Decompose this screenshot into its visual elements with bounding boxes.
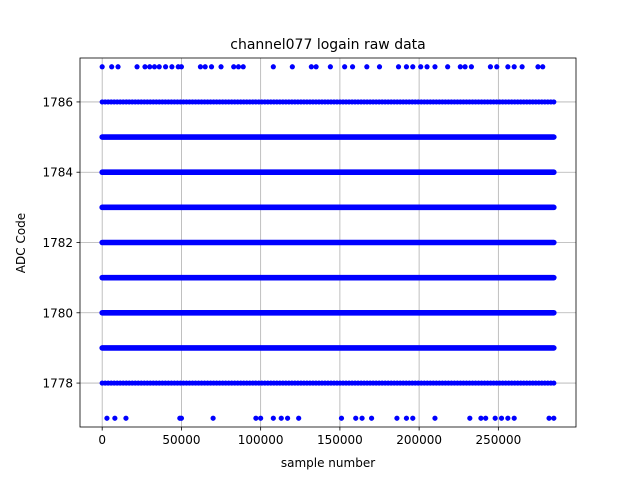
- data-point: [403, 64, 410, 70]
- y-tick-label: 1784: [42, 166, 73, 180]
- data-point: [313, 64, 319, 70]
- data-point: [511, 64, 517, 70]
- data-point: [338, 415, 345, 421]
- data-point: [284, 415, 291, 421]
- data-point: [169, 64, 175, 70]
- data-point: [410, 415, 416, 421]
- data-point: [270, 415, 276, 421]
- data-point: [270, 64, 276, 70]
- data-point: [218, 64, 224, 70]
- data-point: [123, 415, 129, 421]
- data-point: [418, 64, 424, 70]
- data-point: [151, 64, 158, 70]
- data-point: [240, 64, 246, 70]
- data-point: [364, 64, 370, 70]
- data-point: [410, 64, 416, 70]
- data-point: [424, 64, 430, 70]
- data-point: [115, 64, 121, 70]
- y-tick-label: 1782: [42, 236, 73, 250]
- data-point: [178, 415, 185, 421]
- data-point: [483, 415, 489, 421]
- data-point: [546, 415, 552, 421]
- data-point: [535, 64, 541, 70]
- data-point: [395, 64, 402, 70]
- data-point: [162, 64, 169, 70]
- x-tick-label: 150000: [317, 433, 363, 447]
- y-tick-label: 1778: [42, 377, 73, 391]
- data-point: [112, 415, 118, 421]
- data-point: [289, 64, 295, 70]
- data-point: [462, 64, 468, 70]
- data-point: [109, 64, 115, 70]
- data-point: [551, 99, 557, 105]
- x-axis-label: sample number: [281, 456, 375, 470]
- data-point: [505, 415, 511, 421]
- data-point: [498, 415, 505, 421]
- data-point: [403, 415, 410, 421]
- x-tick-label: 100000: [238, 433, 284, 447]
- data-point: [468, 64, 475, 70]
- y-tick-label: 1780: [42, 306, 73, 320]
- data-point: [432, 64, 438, 70]
- data-point: [540, 64, 546, 70]
- data-point: [278, 415, 284, 421]
- data-point: [342, 64, 348, 70]
- data-point: [253, 415, 259, 421]
- data-point: [353, 415, 359, 421]
- data-point: [359, 415, 365, 421]
- chart-title: channel077 logain raw data: [230, 37, 425, 53]
- data-point: [376, 64, 383, 70]
- data-point: [142, 64, 148, 70]
- data-point: [551, 415, 557, 421]
- y-axis-label: ADC Code: [14, 213, 28, 273]
- data-point: [467, 415, 473, 421]
- data-point: [368, 415, 375, 421]
- data-point: [147, 64, 153, 70]
- x-tick-label: 200000: [396, 433, 442, 447]
- y-tick-label: 1786: [42, 95, 73, 109]
- axis-ticks: 0 50000 100000 150000 200000 250000 1778 1780 17…: [42, 95, 521, 447]
- data-point: [178, 64, 185, 70]
- data-point: [231, 64, 237, 70]
- data-point: [445, 64, 451, 70]
- data-point: [505, 64, 511, 70]
- data-point: [99, 64, 105, 70]
- data-point: [519, 64, 525, 70]
- data-point: [202, 64, 208, 70]
- data-point: [156, 64, 162, 70]
- data-point: [551, 380, 557, 386]
- data-point: [296, 415, 302, 421]
- data-point: [487, 64, 494, 70]
- data-point: [235, 64, 242, 70]
- data-point: [457, 64, 463, 70]
- data-point: [394, 415, 400, 421]
- data-point: [210, 415, 216, 421]
- data-point: [104, 415, 110, 421]
- data-point: [432, 415, 438, 421]
- data-point: [327, 64, 333, 70]
- data-point: [349, 64, 356, 70]
- data-point: [308, 64, 314, 70]
- data-point: [478, 415, 484, 421]
- data-point: [511, 415, 517, 421]
- data-point: [492, 415, 498, 421]
- x-tick-label: 50000: [162, 433, 200, 447]
- data-point: [494, 64, 500, 70]
- data-point: [134, 64, 140, 70]
- data-point: [197, 64, 204, 70]
- data-point: [258, 415, 264, 421]
- data-point: [208, 64, 215, 70]
- data-points: [99, 64, 557, 421]
- x-tick-label: 250000: [475, 433, 521, 447]
- x-tick-label: 0: [98, 433, 106, 447]
